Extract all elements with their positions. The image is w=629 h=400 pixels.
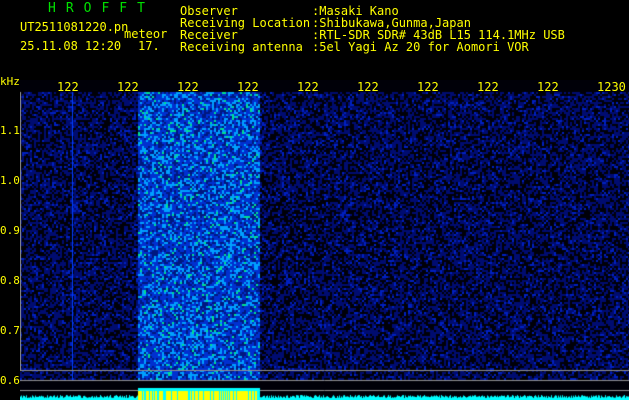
file-name: UT2511081220.pn <box>20 21 128 33</box>
datetime: 25.11.08 12:20 <box>20 40 121 52</box>
x-tick-label: 1224 <box>237 80 259 94</box>
info-value: :5el Yagi Az 20 for Aomori VOR <box>312 41 529 53</box>
y-tick-label: 0.8 <box>0 274 20 287</box>
x-tick-label: 1221 <box>57 80 79 94</box>
y-unit-label: kHz <box>0 76 20 88</box>
meteor-count: 17. <box>138 40 160 52</box>
app-title: HROFFT <box>48 3 155 15</box>
x-tick-label: 1223 <box>177 80 199 94</box>
x-tick-label: 1227 <box>417 80 439 94</box>
x-tick-label: 1222 <box>117 80 139 94</box>
x-tick-label: 1230 <box>597 80 627 94</box>
x-tick-label: 1225 <box>297 80 319 94</box>
info-label: Receiving antenna <box>180 41 303 53</box>
y-tick-label: 0.7 <box>0 324 20 337</box>
y-tick-label: 1.1 <box>0 124 20 137</box>
y-tick-label: 0.9 <box>0 224 20 237</box>
y-tick-label: 0.6 <box>0 374 20 387</box>
x-tick-label: 1228 <box>477 80 499 94</box>
x-tick-label: 1226 <box>357 80 379 94</box>
y-tick-label: 1.0 <box>0 174 20 187</box>
x-tick-label: 1229 <box>537 80 559 94</box>
spectrogram <box>20 80 629 400</box>
